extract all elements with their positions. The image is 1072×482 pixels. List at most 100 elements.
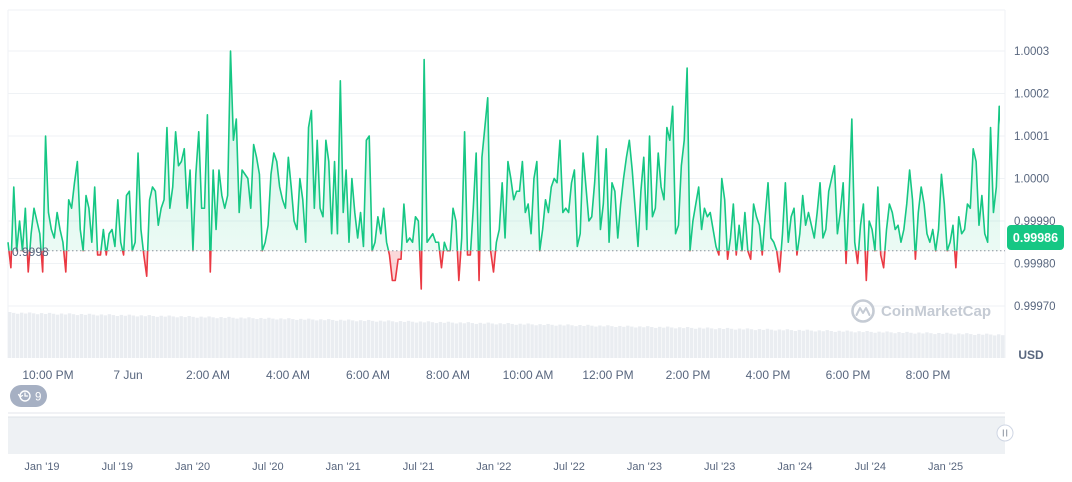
volume-bar — [754, 330, 757, 358]
volume-bar — [211, 317, 214, 358]
navigator-right-handle[interactable] — [997, 425, 1013, 441]
x-tick-label: 7 Jun — [113, 368, 142, 382]
range-navigator[interactable] — [8, 413, 1013, 454]
volume-bar — [738, 329, 741, 358]
volume-bar — [451, 323, 454, 358]
volume-bar — [849, 331, 852, 358]
volume-bar — [40, 313, 43, 358]
volume-bar — [690, 328, 693, 358]
volume-bar — [865, 331, 868, 358]
volume-bar — [949, 334, 952, 358]
volume-bar — [375, 322, 378, 358]
navigator-tick-label: Jul '23 — [704, 461, 735, 473]
navigator-track — [8, 417, 1005, 454]
volume-bar — [183, 317, 186, 358]
volume-bar — [658, 327, 661, 358]
y-tick-label: 1.0003 — [1014, 46, 1049, 58]
volume-bar — [917, 333, 920, 358]
volume-bar — [818, 330, 821, 358]
volume-bar — [387, 320, 390, 358]
volume-bar — [614, 327, 617, 358]
volume-bar — [104, 315, 107, 358]
volume-bar — [507, 323, 510, 358]
volume-bar — [152, 316, 155, 358]
volume-bar — [694, 329, 697, 358]
volume-bar — [395, 322, 398, 358]
volume-bar — [841, 332, 844, 358]
navigator-tick-label: Jan '21 — [326, 461, 361, 473]
volume-bar — [219, 317, 222, 358]
volume-bar — [231, 318, 234, 358]
volume-bar — [786, 329, 789, 358]
volume-bar — [554, 326, 557, 358]
volume-bar — [291, 319, 294, 358]
volume-bar — [168, 316, 171, 358]
history-button[interactable]: 9 — [10, 385, 47, 407]
volume-bar — [518, 324, 521, 358]
x-tick-label: 4:00 PM — [746, 368, 791, 382]
volume-bar — [439, 322, 442, 358]
volume-bar — [303, 320, 306, 358]
volume-bar — [630, 327, 633, 358]
volume-bar — [973, 335, 976, 358]
volume-bar — [873, 333, 876, 358]
volume-bar — [411, 322, 414, 358]
volume-bar — [96, 316, 99, 358]
volume-bar — [678, 327, 681, 358]
volume-bar — [586, 325, 589, 358]
x-tick-label: 8:00 AM — [426, 368, 470, 382]
volume-bar — [782, 330, 785, 358]
volume-bar — [634, 327, 637, 358]
volume-bar — [857, 331, 860, 358]
history-count: 9 — [35, 392, 41, 404]
volume-bar — [271, 319, 274, 358]
volume-bar — [610, 326, 613, 358]
volume-bar — [530, 324, 533, 358]
volume-bar — [913, 334, 916, 358]
volume-bar — [514, 325, 517, 358]
volume-bar — [909, 333, 912, 358]
volume-bar — [124, 316, 127, 358]
volume-bar — [100, 314, 103, 358]
volume-bar — [897, 332, 900, 358]
navigator-tick-label: Jan '24 — [777, 461, 812, 473]
volume-bar — [622, 327, 625, 358]
volume-bar — [447, 322, 450, 358]
volume-bar — [606, 325, 609, 358]
volume-bar — [88, 314, 91, 358]
volume-bar — [790, 330, 793, 358]
volume-bar — [726, 328, 729, 358]
navigator-tick-label: Jul '20 — [252, 461, 283, 473]
volume-bar — [814, 331, 817, 358]
x-tick-label: 4:00 AM — [266, 368, 310, 382]
coinmarketcap-logo-icon — [853, 301, 874, 322]
navigator-tick-label: Jan '25 — [928, 461, 963, 473]
volume-bar — [794, 331, 797, 358]
current-price-badge: 0.99986 — [1007, 225, 1064, 250]
volume-bar — [20, 313, 23, 358]
volume-bar — [562, 325, 565, 358]
volume-bar — [164, 317, 167, 358]
volume-bar — [175, 317, 178, 358]
volume-bar — [730, 329, 733, 358]
volume-bar — [415, 323, 418, 358]
volume-bar — [654, 328, 657, 358]
volume-bar — [48, 313, 51, 358]
volume-bar — [674, 328, 677, 358]
volume-bar — [826, 330, 829, 358]
volume-bar — [889, 332, 892, 358]
volume-bar — [475, 324, 478, 358]
y-tick-label: 1.0001 — [1014, 131, 1049, 143]
volume-bar — [467, 322, 470, 358]
x-tick-label: 10:00 PM — [22, 368, 73, 382]
volume-bar — [76, 315, 79, 358]
volume-bar — [315, 320, 318, 358]
navigator-tick-label: Jul '22 — [553, 461, 584, 473]
volume-bar — [84, 315, 87, 358]
y-tick-label: 0.99970 — [1014, 301, 1056, 313]
volume-bar — [522, 325, 525, 358]
volume-bar — [682, 328, 685, 358]
